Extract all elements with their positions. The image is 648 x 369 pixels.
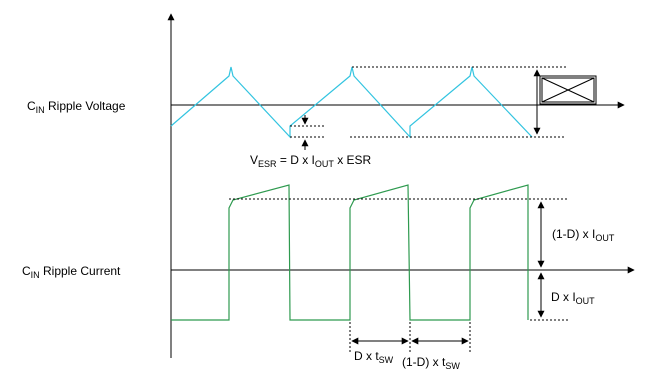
capacitor-symbol: [539, 75, 597, 105]
vesr-formula: VESR = D x IOUT x ESR: [250, 153, 372, 169]
current-label: CIN Ripple Current: [22, 264, 121, 280]
current-ripple-wave: [171, 184, 529, 321]
top-current-label: (1-D) x IOUT: [552, 227, 615, 243]
d-tsw-label: D x tSW: [354, 349, 394, 365]
one-minus-d-tsw-label: (1-D) x tSW: [402, 355, 460, 369]
dotted-guides: [229, 66, 568, 352]
voltage-label: CIN Ripple Voltage: [27, 99, 126, 115]
bottom-current-label: D x IOUT: [551, 290, 595, 306]
voltage-ripple-wave: [170, 66, 533, 139]
